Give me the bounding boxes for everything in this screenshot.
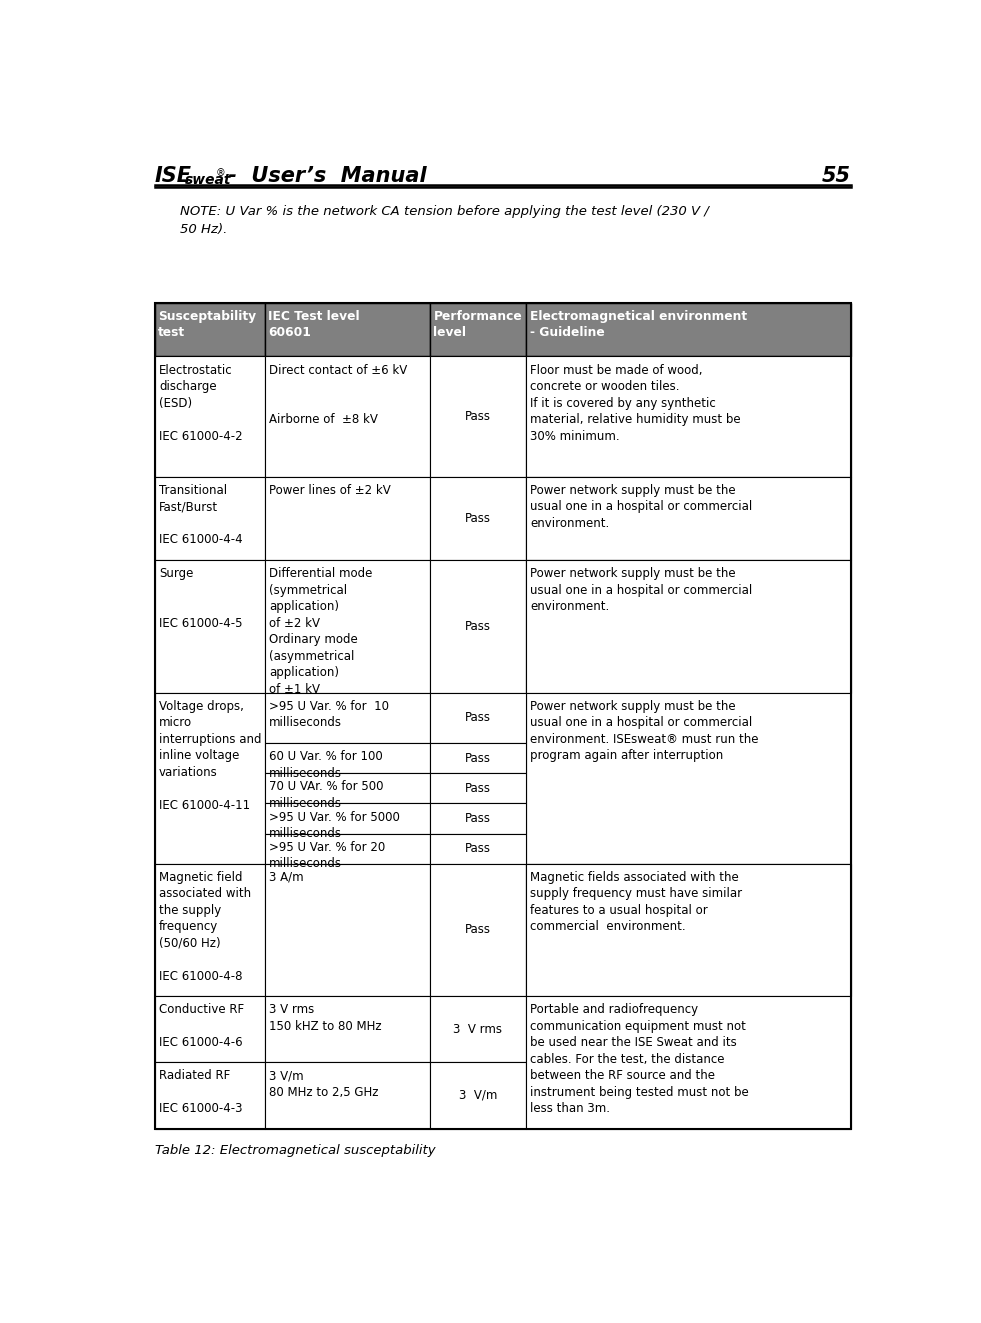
Text: Radiated RF

IEC 61000-4-3: Radiated RF IEC 61000-4-3	[159, 1069, 242, 1115]
Bar	[265, 803, 430, 833]
Text: -  User’s  Manual: - User’s Manual	[222, 167, 427, 187]
Bar	[430, 833, 526, 864]
Text: Pass: Pass	[465, 751, 490, 765]
Bar	[526, 476, 851, 560]
Bar	[265, 356, 430, 476]
Bar	[155, 560, 265, 692]
Bar	[526, 996, 851, 1129]
Bar	[155, 356, 265, 476]
Bar	[526, 476, 851, 560]
Text: Pass: Pass	[465, 782, 490, 795]
Bar	[430, 560, 526, 692]
Text: 3  V rms: 3 V rms	[453, 1023, 502, 1036]
Text: Surge


IEC 61000-4-5: Surge IEC 61000-4-5	[159, 568, 242, 630]
Text: Pass: Pass	[465, 712, 490, 724]
Text: Electromagnetical environment
- Guideline: Electromagnetical environment - Guidelin…	[530, 310, 747, 339]
Bar	[430, 803, 526, 833]
Text: Pass: Pass	[465, 923, 490, 937]
Bar	[265, 744, 430, 773]
Text: 60 U Var. % for 100
milliseconds: 60 U Var. % for 100 milliseconds	[269, 750, 383, 779]
Text: >95 U Var. % for 5000
milliseconds: >95 U Var. % for 5000 milliseconds	[269, 811, 400, 840]
Bar	[526, 560, 851, 692]
Text: Pass: Pass	[465, 812, 490, 826]
Text: sweat: sweat	[185, 173, 232, 187]
Bar	[155, 476, 265, 560]
Bar	[155, 996, 265, 1062]
Text: Floor must be made of wood,
concrete or wooden tiles.
If it is covered by any sy: Floor must be made of wood, concrete or …	[531, 364, 741, 442]
Text: 55: 55	[822, 167, 851, 187]
Bar	[526, 356, 851, 476]
Bar	[265, 560, 430, 692]
Bar	[430, 744, 526, 773]
Text: Power network supply must be the
usual one in a hospital or commercial
environme: Power network supply must be the usual o…	[531, 484, 752, 529]
Bar	[430, 864, 526, 996]
Bar	[430, 356, 526, 476]
Bar	[265, 1062, 430, 1129]
Bar	[430, 996, 526, 1062]
Text: 3 A/m: 3 A/m	[269, 871, 304, 884]
Bar	[526, 356, 851, 476]
Text: Direct contact of ±6 kV


Airborne of  ±8 kV: Direct contact of ±6 kV Airborne of ±8 k…	[269, 364, 407, 426]
Text: Power network supply must be the
usual one in a hospital or commercial
environme: Power network supply must be the usual o…	[531, 568, 752, 614]
Text: Pass: Pass	[465, 843, 490, 855]
Bar	[265, 476, 430, 560]
Text: Power network supply must be the
usual one in a hospital or commercial
environme: Power network supply must be the usual o…	[531, 700, 759, 762]
Text: 70 U VAr. % for 500
milliseconds: 70 U VAr. % for 500 milliseconds	[269, 781, 384, 810]
Bar	[265, 773, 430, 803]
Bar	[526, 864, 851, 996]
Bar	[265, 692, 430, 744]
Text: Susceptability
test: Susceptability test	[158, 310, 256, 339]
Text: Magnetic fields associated with the
supply frequency must have similar
features : Magnetic fields associated with the supp…	[531, 871, 743, 933]
Text: Transitional
Fast/Burst

IEC 61000-4-4: Transitional Fast/Burst IEC 61000-4-4	[159, 484, 242, 546]
Text: NOTE: U Var % is the network CA tension before applying the test level (230 V /
: NOTE: U Var % is the network CA tension …	[180, 205, 708, 235]
Bar	[155, 303, 265, 356]
Bar	[265, 864, 430, 996]
Bar	[155, 692, 265, 864]
Bar	[430, 692, 526, 744]
Text: IEC Test level
60601: IEC Test level 60601	[269, 310, 360, 339]
Bar	[265, 996, 430, 1062]
Text: Voltage drops,
micro
interruptions and
inline voltage
variations

IEC 61000-4-11: Voltage drops, micro interruptions and i…	[159, 700, 262, 812]
Text: Performance
level: Performance level	[434, 310, 522, 339]
Text: ®: ®	[216, 168, 225, 179]
Bar	[430, 1062, 526, 1129]
Bar	[430, 773, 526, 803]
Bar	[526, 303, 851, 356]
Bar	[526, 692, 851, 864]
Text: ISE: ISE	[155, 167, 191, 187]
Bar	[430, 476, 526, 560]
Text: Pass: Pass	[465, 512, 490, 525]
Text: Magnetic field
associated with
the supply
frequency
(50/60 Hz)

IEC 61000-4-8: Magnetic field associated with the suppl…	[159, 871, 251, 983]
Text: Electrostatic
discharge
(ESD)

IEC 61000-4-2: Electrostatic discharge (ESD) IEC 61000-…	[159, 364, 242, 442]
Bar	[155, 1062, 265, 1129]
Text: Differential mode
(symmetrical
application)
of ±2 kV
Ordinary mode
(asymmetrical: Differential mode (symmetrical applicati…	[269, 568, 373, 696]
Text: >95 U Var. % for  10
milliseconds: >95 U Var. % for 10 milliseconds	[269, 700, 389, 729]
Bar	[155, 303, 851, 1129]
Bar	[430, 303, 526, 356]
Text: Portable and radiofrequency
communication equipment must not
be used near the IS: Portable and radiofrequency communicatio…	[531, 1003, 749, 1115]
Text: Table 12: Electromagnetical susceptability: Table 12: Electromagnetical susceptabili…	[155, 1144, 436, 1156]
Text: Power lines of ±2 kV: Power lines of ±2 kV	[269, 484, 390, 496]
Text: Conductive RF

IEC 61000-4-6: Conductive RF IEC 61000-4-6	[159, 1003, 244, 1049]
Text: 3 V/m
80 MHz to 2,5 GHz: 3 V/m 80 MHz to 2,5 GHz	[269, 1069, 379, 1099]
Text: 3 V rms
150 kHZ to 80 MHz: 3 V rms 150 kHZ to 80 MHz	[269, 1003, 382, 1033]
Bar	[526, 864, 851, 996]
Bar	[155, 864, 265, 996]
Bar	[265, 833, 430, 864]
Text: 3  V/m: 3 V/m	[458, 1089, 497, 1102]
Text: >95 U Var. % for 20
milliseconds: >95 U Var. % for 20 milliseconds	[269, 840, 386, 871]
Bar	[526, 560, 851, 692]
Bar	[265, 303, 430, 356]
Text: Pass: Pass	[465, 620, 490, 632]
Text: Pass: Pass	[465, 410, 490, 423]
